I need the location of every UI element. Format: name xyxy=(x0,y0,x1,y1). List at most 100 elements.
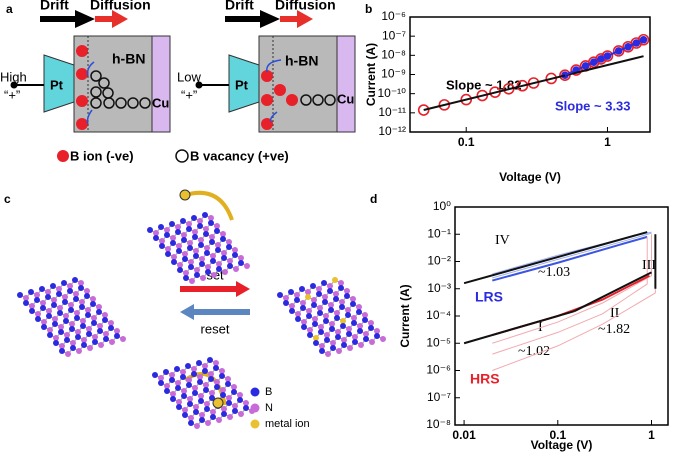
atom xyxy=(345,312,351,318)
atom xyxy=(311,302,317,308)
atom xyxy=(198,237,204,243)
atom xyxy=(368,325,374,331)
annotation: Slope ~ 1.82 xyxy=(446,77,522,92)
atom xyxy=(344,293,350,299)
atom xyxy=(210,258,216,264)
atom xyxy=(357,328,363,334)
atom xyxy=(319,348,325,354)
panel-label: a xyxy=(6,2,13,16)
atom xyxy=(323,318,329,324)
atom xyxy=(188,264,194,270)
annotation: ~1.03 xyxy=(538,265,570,280)
atom xyxy=(180,374,186,380)
atom xyxy=(171,254,177,260)
atom xyxy=(120,336,126,342)
atom xyxy=(192,385,198,391)
atom xyxy=(90,296,96,302)
atom xyxy=(336,348,342,354)
atom xyxy=(171,259,177,265)
atom xyxy=(351,315,357,321)
panel-a: a Drift Diffusion h-BN Pt Cu High “+” Dr… xyxy=(0,0,356,163)
atom xyxy=(175,224,181,230)
atom xyxy=(306,313,312,319)
data-line xyxy=(573,271,652,313)
atom xyxy=(208,376,214,382)
data-point xyxy=(516,79,529,92)
atom xyxy=(300,300,306,306)
atom xyxy=(182,251,188,257)
atom xyxy=(58,324,64,330)
data-point xyxy=(570,64,582,76)
atom xyxy=(176,399,182,405)
atom xyxy=(338,280,344,286)
atom xyxy=(362,312,368,318)
atom xyxy=(339,304,345,310)
atom xyxy=(193,409,199,415)
atom xyxy=(84,293,90,299)
atom xyxy=(51,302,57,308)
atom xyxy=(362,317,368,323)
annotation: III xyxy=(642,258,656,273)
annotation: ~1.82 xyxy=(598,322,630,337)
atom xyxy=(209,390,215,396)
legend-swatch xyxy=(175,149,189,163)
atom xyxy=(214,379,220,385)
y-tick-label: 10⁻⁴ xyxy=(426,308,451,322)
atom xyxy=(344,288,350,294)
atom xyxy=(192,229,198,235)
atom xyxy=(147,227,153,233)
annotation: Slope ~ 3.33 xyxy=(555,98,631,113)
atom xyxy=(219,368,225,374)
legend-label: B vacancy (+ve) xyxy=(190,148,289,163)
atom xyxy=(305,289,311,295)
atom xyxy=(347,345,353,351)
atom xyxy=(294,292,300,298)
atom xyxy=(158,380,164,386)
y-tick-label: 10⁻¹⁰ xyxy=(378,86,407,100)
data-point xyxy=(587,56,600,68)
atom xyxy=(216,266,222,272)
atom xyxy=(191,371,197,377)
drift-arrow xyxy=(225,10,280,28)
atom xyxy=(186,221,192,227)
data-point xyxy=(630,37,643,49)
atom xyxy=(28,289,34,295)
atom xyxy=(199,417,205,423)
atom xyxy=(177,262,183,268)
atom xyxy=(198,242,204,248)
x-tick-label: 1 xyxy=(604,135,611,149)
atom xyxy=(307,327,313,333)
atom xyxy=(80,323,86,329)
atom xyxy=(313,340,319,346)
metal-ion xyxy=(212,397,224,409)
atom xyxy=(193,253,199,259)
b-ion xyxy=(261,70,273,82)
atom xyxy=(81,342,87,348)
atom xyxy=(73,296,79,302)
annotation: ~1.02 xyxy=(518,344,550,359)
atom xyxy=(283,300,289,306)
atom xyxy=(374,333,380,339)
atom xyxy=(243,405,249,411)
diffusion-arrow xyxy=(280,10,313,28)
y-tick-label: 10⁻⁸ xyxy=(381,48,406,62)
atom xyxy=(180,369,186,375)
atom xyxy=(216,261,222,267)
atom xyxy=(197,223,203,229)
atom xyxy=(319,343,325,349)
atom xyxy=(86,331,92,337)
data-line xyxy=(492,235,648,282)
data-line xyxy=(492,234,652,344)
atom xyxy=(363,336,369,342)
atom xyxy=(209,239,215,245)
atom xyxy=(358,342,364,348)
legend-label: B xyxy=(265,386,272,398)
y-tick-label: 10⁻⁷ xyxy=(427,390,451,404)
data-point xyxy=(637,33,650,46)
atom xyxy=(182,412,188,418)
atom xyxy=(78,280,84,286)
panel-label: c xyxy=(4,192,11,206)
atom xyxy=(62,294,68,300)
atom xyxy=(328,307,334,313)
atom xyxy=(219,373,225,379)
